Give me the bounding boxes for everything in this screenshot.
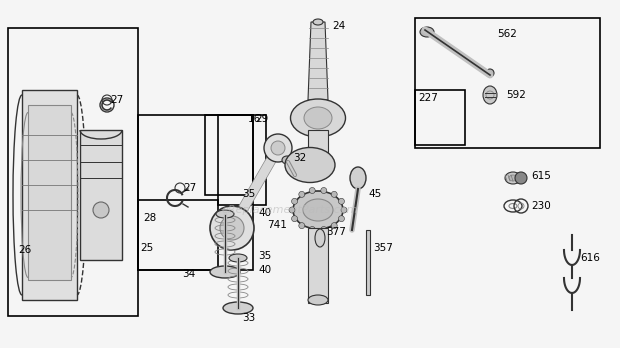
Text: 16: 16	[248, 114, 261, 124]
Circle shape	[93, 202, 109, 218]
Text: 615: 615	[531, 171, 551, 181]
Bar	[138, 200, 218, 270]
Text: 40: 40	[258, 265, 271, 275]
Text: 27: 27	[183, 183, 197, 193]
Ellipse shape	[350, 167, 366, 189]
Text: 741: 741	[267, 220, 287, 230]
Bar	[138, 115, 253, 270]
Ellipse shape	[308, 295, 328, 305]
Circle shape	[264, 134, 292, 162]
Ellipse shape	[313, 19, 323, 25]
Circle shape	[331, 223, 337, 229]
Text: 27: 27	[110, 95, 123, 105]
Bar	[415, 18, 600, 148]
Circle shape	[309, 188, 315, 193]
Bar	[366, 230, 370, 295]
Circle shape	[271, 141, 285, 155]
Bar	[22, 90, 77, 300]
Text: 35: 35	[258, 251, 272, 261]
Ellipse shape	[210, 266, 240, 278]
Circle shape	[299, 223, 305, 229]
Ellipse shape	[303, 199, 333, 221]
Ellipse shape	[505, 172, 521, 184]
Text: 616: 616	[580, 253, 600, 263]
Text: 29: 29	[255, 114, 268, 124]
Circle shape	[339, 198, 345, 204]
Text: 45: 45	[368, 189, 381, 199]
Text: 357: 357	[373, 243, 393, 253]
Ellipse shape	[229, 254, 247, 262]
Text: 35: 35	[242, 189, 255, 199]
Circle shape	[291, 216, 298, 222]
Ellipse shape	[216, 210, 234, 218]
Circle shape	[291, 198, 298, 204]
Circle shape	[220, 216, 244, 240]
Circle shape	[289, 207, 295, 213]
Text: 562: 562	[497, 29, 517, 39]
Ellipse shape	[291, 99, 345, 137]
Text: 377: 377	[326, 227, 346, 237]
Bar	[308, 228, 328, 303]
Text: 26: 26	[18, 245, 31, 255]
Ellipse shape	[282, 156, 292, 164]
Text: 28: 28	[143, 213, 156, 223]
Ellipse shape	[293, 191, 343, 229]
Text: 24: 24	[332, 21, 345, 31]
Bar	[205, 115, 253, 195]
Text: 230: 230	[531, 201, 551, 211]
Circle shape	[339, 216, 345, 222]
Polygon shape	[308, 22, 328, 100]
Circle shape	[299, 191, 305, 197]
Ellipse shape	[486, 69, 494, 77]
Bar	[415, 90, 465, 145]
Ellipse shape	[304, 107, 332, 129]
Bar	[28, 105, 71, 280]
Bar	[8, 28, 138, 316]
Bar	[308, 130, 328, 160]
Ellipse shape	[509, 175, 517, 181]
Ellipse shape	[483, 86, 497, 104]
Circle shape	[321, 188, 327, 193]
Bar	[80, 130, 122, 260]
Text: 32: 32	[293, 153, 306, 163]
Ellipse shape	[285, 148, 335, 182]
Ellipse shape	[223, 302, 253, 314]
Text: eReplacementParts.com: eReplacementParts.com	[222, 205, 358, 215]
Text: 227: 227	[418, 93, 438, 103]
Text: 25: 25	[140, 243, 153, 253]
Text: 40: 40	[258, 208, 271, 218]
FancyArrow shape	[228, 145, 282, 230]
Circle shape	[341, 207, 347, 213]
Circle shape	[321, 227, 327, 232]
Text: 34: 34	[182, 269, 195, 279]
Circle shape	[309, 227, 315, 232]
Circle shape	[331, 191, 337, 197]
Ellipse shape	[315, 229, 325, 247]
Text: 592: 592	[506, 90, 526, 100]
Bar	[218, 115, 266, 205]
Text: 33: 33	[242, 313, 255, 323]
Circle shape	[210, 206, 254, 250]
Circle shape	[515, 172, 527, 184]
Ellipse shape	[420, 27, 434, 37]
